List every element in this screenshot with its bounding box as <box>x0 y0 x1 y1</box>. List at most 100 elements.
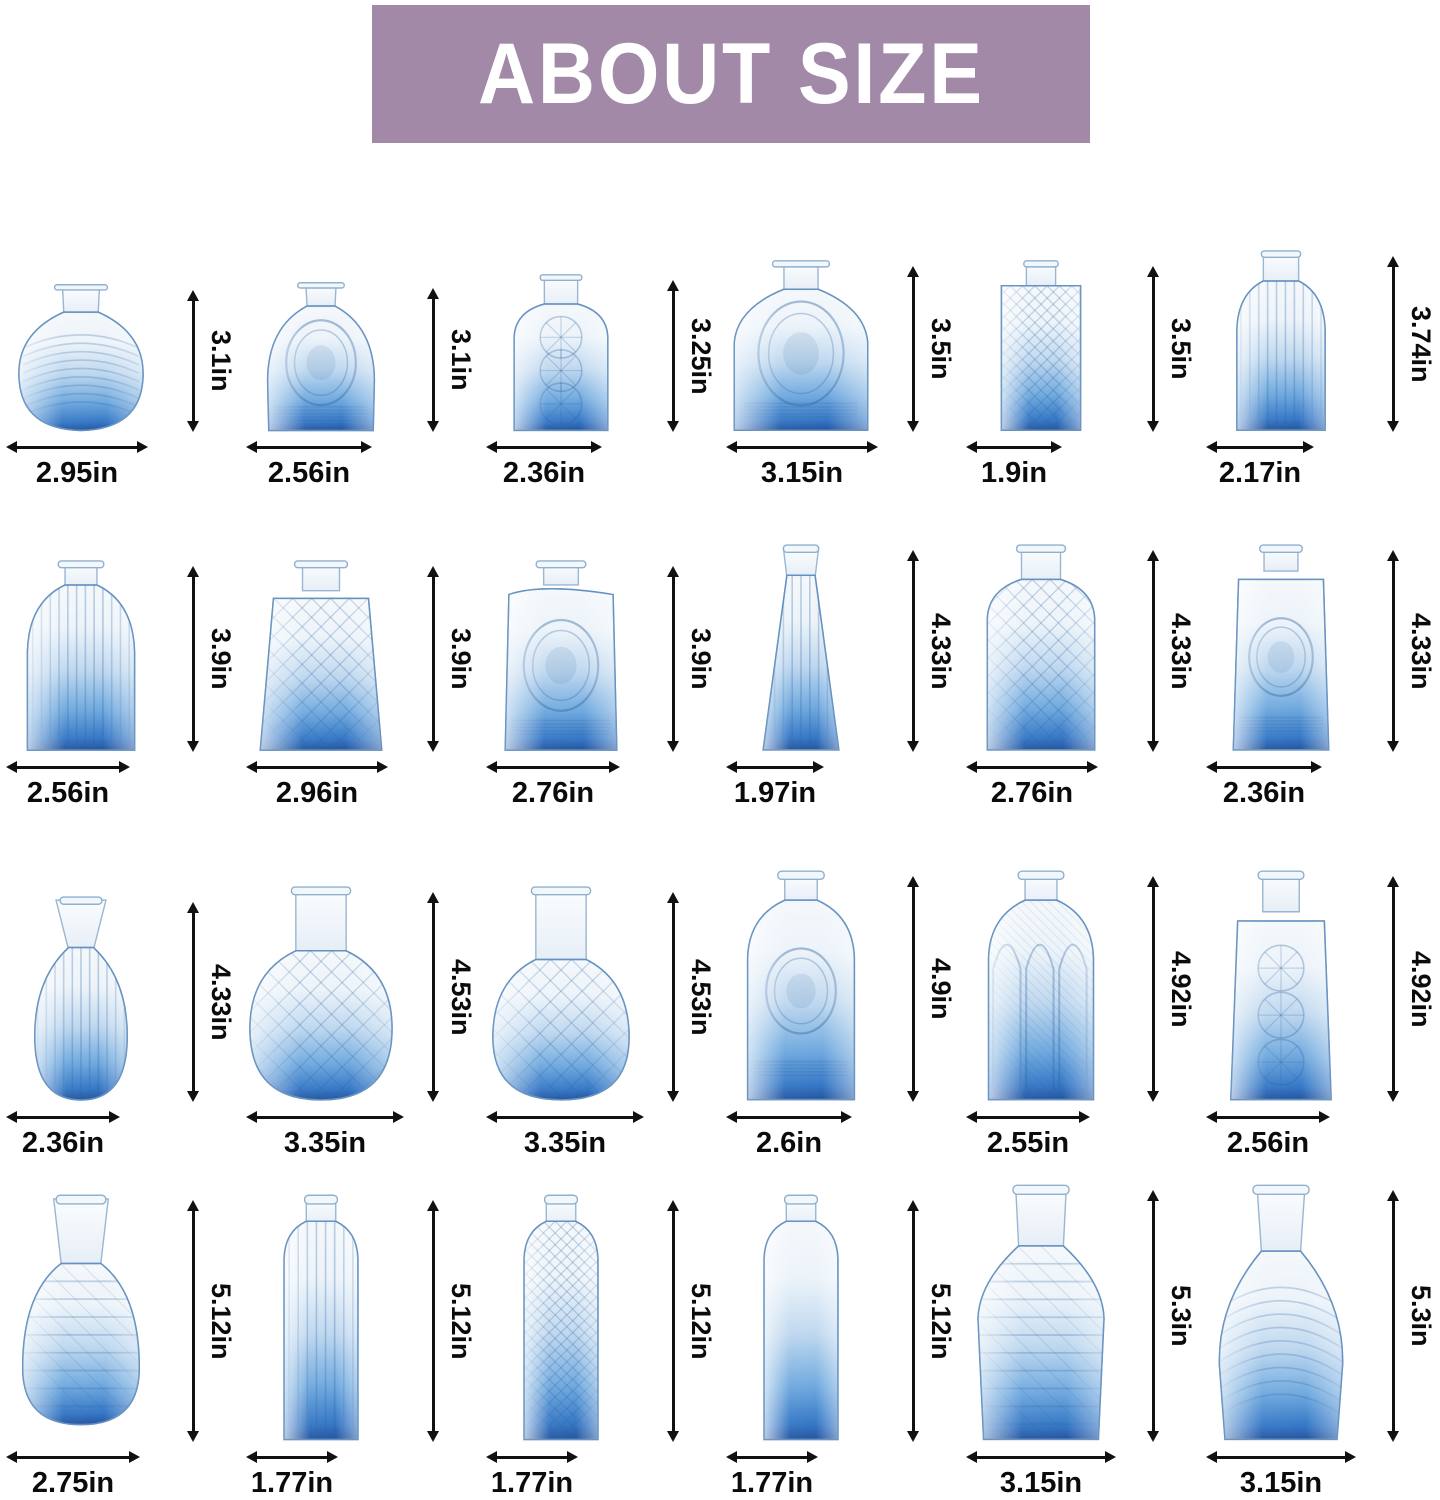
width-dimension: 2.56in <box>1206 1109 1330 1160</box>
vase-cell: 5.3in 3.15in <box>960 1160 1200 1500</box>
width-dimension: 3.15in <box>1206 1449 1356 1500</box>
vase-measure-area: 4.33in <box>960 490 1200 752</box>
width-label: 2.36in <box>1222 777 1306 809</box>
width-dimension: 2.17in <box>1206 439 1314 490</box>
height-arrow-icon <box>425 892 441 1102</box>
vase-size-grid: 3.1in 2.95in <box>0 172 1440 1500</box>
width-dimension: 2.76in <box>966 759 1098 810</box>
vase-illustration <box>726 1194 876 1442</box>
height-label: 4.53in <box>686 958 716 1036</box>
width-dimension: 3.35in <box>246 1109 404 1160</box>
vase-24-image <box>1211 1184 1351 1442</box>
width-label: 1.97in <box>733 777 817 809</box>
height-arrow-icon <box>185 902 201 1102</box>
vase-illustration <box>486 1194 636 1442</box>
height-label: 5.12in <box>686 1282 716 1360</box>
width-dimension: 2.36in <box>1206 759 1322 810</box>
width-arrow-icon <box>1206 1449 1356 1465</box>
width-label: 2.36in <box>21 1127 105 1159</box>
vase-measure-area: 5.3in <box>960 1160 1200 1442</box>
vase-cell: 5.3in 3.15in <box>1200 1160 1440 1500</box>
vase-12-image <box>1228 544 1334 752</box>
vase-illustration <box>726 870 876 1102</box>
vase-cell: 3.5in 1.9in <box>960 172 1200 490</box>
vase-4-image <box>730 260 872 432</box>
vase-illustration <box>966 1184 1116 1442</box>
height-label: 5.12in <box>206 1282 236 1360</box>
height-label: 5.3in <box>1166 1285 1196 1347</box>
width-label: 2.96in <box>275 777 359 809</box>
vase-cell: 4.53in 3.35in <box>480 810 720 1160</box>
height-arrow-icon <box>185 290 201 432</box>
vase-cell: 4.9in 2.6in <box>720 810 960 1160</box>
vase-6-image <box>1232 250 1330 432</box>
vase-17-image <box>984 870 1098 1102</box>
width-label: 2.6in <box>755 1127 823 1159</box>
height-arrow-icon <box>1385 256 1401 432</box>
vase-illustration <box>246 886 396 1102</box>
height-arrow-icon <box>425 566 441 752</box>
width-dimension: 2.75in <box>6 1449 140 1500</box>
width-arrow-icon <box>1206 1109 1330 1125</box>
vase-illustration <box>486 886 636 1102</box>
height-dimension: 5.3in <box>1385 1190 1436 1442</box>
width-dimension: 1.9in <box>966 439 1062 490</box>
width-label: 2.17in <box>1218 457 1302 489</box>
width-arrow-icon <box>246 439 372 455</box>
height-dimension: 3.25in <box>665 280 716 432</box>
about-size-banner: ABOUT SIZE <box>372 5 1090 143</box>
vase-2-image <box>263 282 379 432</box>
height-dimension: 5.12in <box>665 1200 716 1442</box>
height-label: 5.12in <box>446 1282 476 1360</box>
vase-measure-area: 3.5in <box>960 172 1200 432</box>
vase-illustration <box>726 260 876 432</box>
height-label: 4.33in <box>926 612 956 690</box>
height-label: 4.92in <box>1406 950 1436 1028</box>
vase-illustration <box>966 544 1116 752</box>
height-label: 5.12in <box>926 1282 956 1360</box>
vase-cell: 4.92in 2.55in <box>960 810 1200 1160</box>
height-label: 4.33in <box>1166 612 1196 690</box>
width-arrow-icon <box>726 1109 852 1125</box>
banner-title: ABOUT SIZE <box>477 26 985 122</box>
height-arrow-icon <box>425 288 441 432</box>
vase-cell: 5.12in 1.77in <box>240 1160 480 1500</box>
height-dimension: 5.12in <box>905 1200 956 1442</box>
width-label: 3.15in <box>760 457 844 489</box>
vase-measure-area: 3.9in <box>0 490 240 752</box>
height-dimension: 3.9in <box>185 566 236 752</box>
width-arrow-icon <box>6 439 148 455</box>
width-arrow-icon <box>6 1449 140 1465</box>
vase-cell: 3.74in 2.17in <box>1200 172 1440 490</box>
height-label: 3.74in <box>1406 305 1436 383</box>
vase-measure-area: 4.53in <box>480 810 720 1102</box>
vase-measure-area: 3.9in <box>480 490 720 752</box>
height-arrow-icon <box>905 266 921 432</box>
vase-cell: 3.25in 2.36in <box>480 172 720 490</box>
width-label: 2.56in <box>1226 1127 1310 1159</box>
height-label: 3.9in <box>206 628 236 690</box>
vase-20-image <box>280 1194 362 1442</box>
vase-illustration <box>246 560 396 752</box>
height-label: 3.9in <box>686 628 716 690</box>
width-arrow-icon <box>486 1449 578 1465</box>
vase-illustration <box>246 282 396 432</box>
vase-cell: 3.1in 2.56in <box>240 172 480 490</box>
height-dimension: 3.9in <box>425 566 476 752</box>
vase-measure-area: 5.12in <box>720 1160 960 1442</box>
vase-illustration <box>6 560 156 752</box>
height-dimension: 4.92in <box>1385 876 1436 1102</box>
vase-16-image <box>743 870 859 1102</box>
width-arrow-icon <box>486 1109 644 1125</box>
width-label: 1.9in <box>980 457 1048 489</box>
vase-cell: 4.53in 3.35in <box>240 810 480 1160</box>
height-arrow-icon <box>425 1200 441 1442</box>
width-label: 2.75in <box>31 1467 115 1499</box>
vase-15-image <box>487 886 635 1102</box>
width-dimension: 1.77in <box>726 1449 818 1500</box>
height-arrow-icon <box>1385 550 1401 752</box>
height-arrow-icon <box>1385 1190 1401 1442</box>
width-dimension: 3.15in <box>966 1449 1116 1500</box>
vase-measure-area: 4.33in <box>1200 490 1440 752</box>
